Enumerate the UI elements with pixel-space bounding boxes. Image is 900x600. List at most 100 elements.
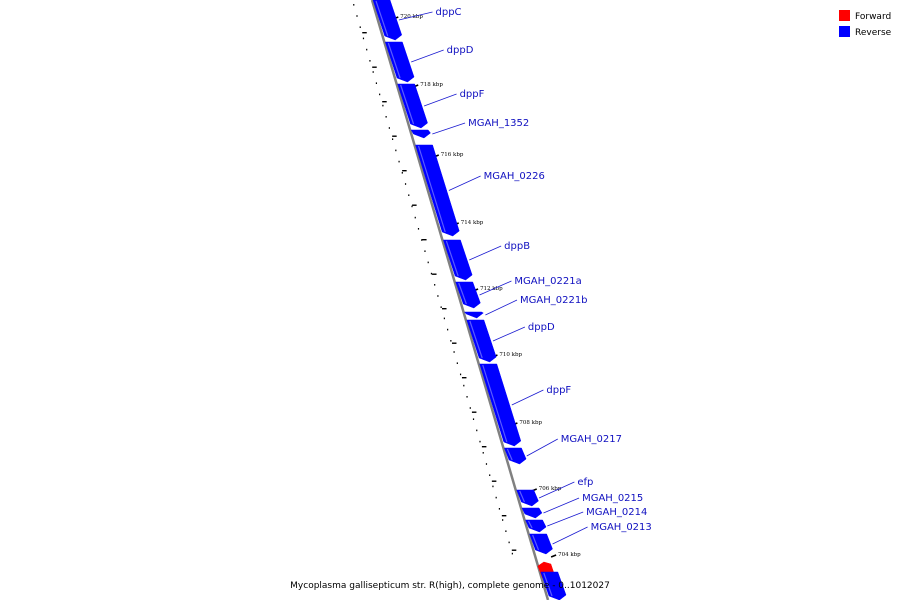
- minor-tick-dot: [456, 362, 458, 364]
- gene-block-reverse[interactable]: [384, 41, 415, 83]
- major-tick-dash: [402, 170, 407, 172]
- minor-tick-dot: [417, 228, 420, 230]
- scale-tick-label: 718 kbp: [420, 82, 443, 88]
- gene-label[interactable]: dppD: [447, 45, 474, 56]
- minor-tick-dot: [362, 37, 365, 40]
- gene-block-reverse[interactable]: [410, 129, 431, 139]
- major-tick-dash: [461, 377, 467, 379]
- gene-highlight: [506, 448, 513, 461]
- gene-label[interactable]: dppF: [546, 385, 571, 396]
- minor-tick-dot: [479, 440, 481, 443]
- minor-tick-dot: [414, 216, 416, 219]
- gene-leader-line: [423, 93, 457, 107]
- minor-tick-dot: [505, 530, 507, 532]
- minor-tick-dot: [408, 194, 410, 196]
- gene-highlight: [519, 490, 525, 503]
- gene-block-reverse[interactable]: [516, 489, 539, 507]
- minor-tick-dot: [434, 284, 436, 286]
- gene-leader-line: [538, 481, 575, 499]
- gene-label[interactable]: MGAH_0221a: [514, 276, 581, 287]
- gene-block-reverse[interactable]: [397, 83, 428, 129]
- minor-tick-dot: [375, 82, 378, 84]
- minor-tick-dot: [379, 93, 381, 96]
- gene-leader-line: [432, 122, 466, 135]
- minor-tick-dot: [427, 261, 429, 264]
- minor-tick-dot: [359, 26, 361, 28]
- scale-tick-label: 706 kbp: [539, 486, 562, 492]
- gene-leader-line: [411, 49, 444, 63]
- gene-label[interactable]: MGAH_0214: [586, 507, 647, 518]
- major-tick-dashes: [362, 32, 517, 551]
- minor-tick-dot: [398, 160, 400, 163]
- major-tick-dash: [481, 446, 487, 448]
- gene-highlight: [532, 534, 540, 551]
- gene-highlight: [387, 42, 401, 79]
- minor-tick-dot: [498, 508, 501, 510]
- gene-leader-line: [479, 280, 512, 296]
- gene-label[interactable]: MGAH_0217: [561, 434, 622, 445]
- gene-block-reverse[interactable]: [463, 311, 484, 319]
- gene-block-reverse[interactable]: [415, 144, 460, 237]
- gene-label[interactable]: dppF: [460, 89, 485, 100]
- gene-block-reverse[interactable]: [525, 519, 547, 533]
- gene-label[interactable]: dppC: [436, 7, 462, 18]
- gene-block-reverse[interactable]: [479, 363, 522, 447]
- legend-reverse-swatch: [839, 26, 850, 37]
- minor-tick-dot: [492, 485, 494, 488]
- minor-tick-dot: [369, 60, 371, 62]
- gene-label[interactable]: MGAH_0215: [582, 493, 643, 504]
- minor-tick-dot: [356, 15, 358, 17]
- minor-tick-dots: [353, 4, 513, 555]
- scale-tick-label: 704 kbp: [558, 552, 581, 558]
- gene-label[interactable]: MGAH_0221b: [520, 295, 588, 306]
- gene-highlight: [469, 320, 483, 359]
- scale-tick-label: 714 kbp: [461, 220, 484, 226]
- genome-caption: Mycoplasma gallisepticum str. R(high), c…: [290, 581, 610, 591]
- gene-highlight: [482, 364, 508, 443]
- gene-label[interactable]: MGAH_1352: [468, 118, 529, 129]
- gene-block-reverse[interactable]: [443, 239, 473, 281]
- gene-block-reverse[interactable]: [455, 281, 481, 309]
- major-tick-dash: [442, 308, 447, 310]
- legend: Forward Reverse: [839, 10, 892, 38]
- minor-tick-dot: [424, 250, 426, 252]
- scale-tick-label: 710 kbp: [499, 352, 522, 358]
- gene-leader-line: [552, 526, 588, 545]
- gene-block-reverse[interactable]: [372, 0, 403, 41]
- gene-label[interactable]: MGAH_0226: [484, 171, 545, 182]
- minor-tick-dot: [447, 328, 449, 331]
- major-tick-dash: [451, 342, 457, 344]
- minor-tick-dot: [476, 429, 478, 432]
- gene-block-reverse[interactable]: [529, 533, 553, 555]
- minor-tick-dot: [511, 552, 513, 555]
- minor-tick-dot: [502, 519, 504, 521]
- gene-block-reverse[interactable]: [540, 571, 567, 600]
- minor-tick-dot: [453, 351, 455, 353]
- legend-forward-swatch: [839, 10, 850, 21]
- major-tick-dash: [511, 549, 517, 551]
- minor-tick-dot: [421, 239, 423, 241]
- legend-forward-label: Forward: [855, 12, 891, 22]
- minor-tick-dot: [472, 418, 475, 420]
- gene-block-reverse[interactable]: [521, 507, 543, 519]
- gene-label[interactable]: MGAH_0213: [591, 522, 652, 533]
- gene-leader-line: [448, 175, 481, 191]
- gene-highlight: [400, 84, 415, 125]
- gene-leader-line: [543, 497, 580, 514]
- gene-block-reverse[interactable]: [504, 447, 527, 465]
- minor-tick-dot: [459, 373, 462, 376]
- scale-tick-label: 708 kbp: [519, 420, 542, 426]
- gene-highlight: [445, 240, 459, 277]
- minor-tick-dot: [495, 496, 497, 499]
- gene-block-reverse[interactable]: [466, 319, 497, 363]
- gene-label[interactable]: efp: [577, 477, 593, 488]
- gene-leader-line: [547, 511, 584, 527]
- gene-label[interactable]: dppB: [504, 241, 530, 252]
- minor-tick-dot: [404, 183, 407, 185]
- gene-label[interactable]: dppD: [528, 322, 555, 333]
- scale-tick-label: 716 kbp: [441, 152, 464, 158]
- gene-leader-line: [398, 11, 433, 21]
- major-tick-dash: [422, 239, 427, 241]
- major-tick-dash: [412, 204, 417, 206]
